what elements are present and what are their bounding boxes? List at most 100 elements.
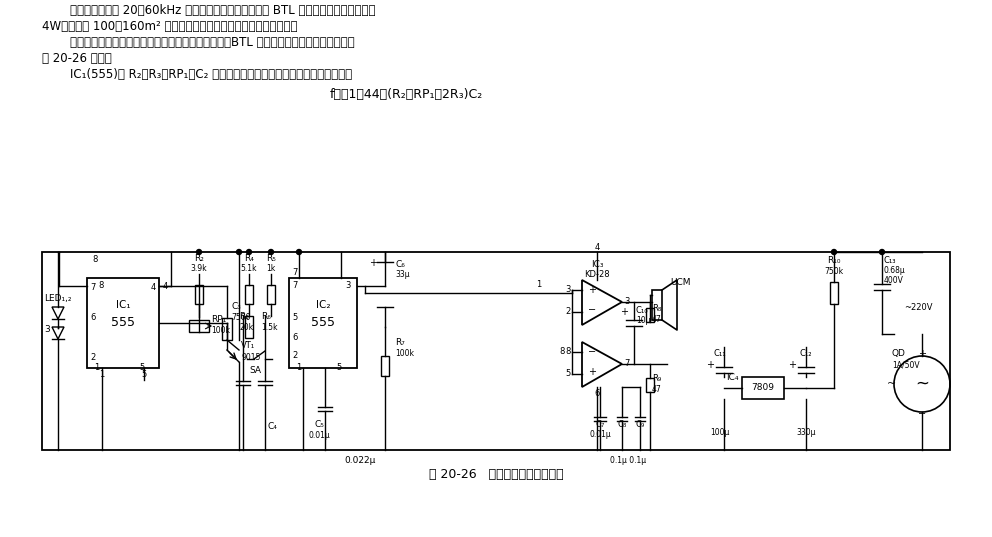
Text: +: +: [369, 258, 377, 268]
Circle shape: [246, 250, 252, 255]
Text: C₁₁: C₁₁: [713, 349, 726, 358]
Bar: [289, 278, 357, 368]
Text: 3: 3: [624, 297, 629, 307]
Text: 3.9k: 3.9k: [190, 264, 207, 273]
Text: 47: 47: [652, 385, 662, 394]
Text: UCM: UCM: [670, 278, 690, 287]
Text: R₇: R₇: [395, 338, 405, 347]
Text: 1: 1: [94, 363, 99, 372]
Text: IC₁(555)和 R₂、R₃、RP₁、C₂ 等组成一个超低频多谐振荡器，其振荡频率为: IC₁(555)和 R₂、R₃、RP₁、C₂ 等组成一个超低频多谐振荡器，其振荡…: [70, 68, 352, 81]
Text: 5: 5: [565, 369, 570, 379]
Text: 7: 7: [624, 359, 629, 368]
Text: R₈: R₈: [652, 304, 662, 313]
Text: 9015: 9015: [241, 352, 260, 361]
Bar: [646, 378, 654, 392]
Bar: [830, 282, 838, 304]
Text: 2: 2: [565, 308, 570, 316]
Text: f꜀＝1．44／(R₂＋RP₁＋2R₃)C₂: f꜀＝1．44／(R₂＋RP₁＋2R₃)C₂: [330, 88, 483, 101]
Text: 4: 4: [163, 282, 169, 291]
Text: 该扫频驱虫器由低频振荡器、扫频式超声波振荡器、BTL 功放和降压整流电路等组成，如: 该扫频驱虫器由低频振荡器、扫频式超声波振荡器、BTL 功放和降压整流电路等组成，…: [70, 36, 354, 49]
Text: C₉: C₉: [635, 420, 645, 429]
Bar: [742, 377, 784, 399]
Text: C₃: C₃: [231, 302, 241, 311]
Text: R₁₀: R₁₀: [827, 256, 841, 265]
Text: 2: 2: [292, 351, 298, 360]
Text: +: +: [588, 367, 596, 377]
Text: R₂: R₂: [194, 254, 204, 263]
Bar: [245, 316, 253, 338]
Text: 20k: 20k: [239, 323, 253, 332]
Circle shape: [236, 250, 241, 255]
Text: ~: ~: [888, 379, 897, 389]
Text: 6: 6: [292, 333, 298, 342]
Text: 5: 5: [142, 370, 147, 379]
Text: 6: 6: [90, 313, 95, 322]
Text: LED₁,₂: LED₁,₂: [44, 294, 71, 303]
Bar: [646, 308, 654, 322]
Text: C₆: C₆: [395, 260, 405, 269]
Text: 0.01μ: 0.01μ: [589, 430, 611, 439]
Text: 1: 1: [99, 370, 104, 379]
Text: VT₁: VT₁: [241, 342, 255, 351]
Text: 330μ: 330μ: [797, 428, 815, 437]
Text: 3: 3: [565, 286, 570, 294]
Text: 4W，适用于 100～160m² 库房、食堂、粮库等场合的驱虫、驱鼠等。: 4W，适用于 100～160m² 库房、食堂、粮库等场合的驱虫、驱鼠等。: [42, 20, 298, 33]
Text: 4: 4: [151, 283, 157, 292]
Text: C₄: C₄: [267, 422, 277, 431]
Text: 图 20-26   强力扫频式驱虫器电路: 图 20-26 强力扫频式驱虫器电路: [429, 468, 563, 481]
Bar: [245, 285, 253, 304]
Text: ~220V: ~220V: [904, 302, 932, 311]
Text: C₈: C₈: [617, 420, 627, 429]
Text: KD-28: KD-28: [584, 270, 610, 279]
Text: 8: 8: [559, 347, 564, 356]
Text: R₆: R₆: [261, 312, 271, 321]
Bar: [87, 278, 159, 368]
Text: IC₃: IC₃: [591, 260, 603, 269]
Text: 555: 555: [111, 316, 135, 329]
Text: C₁₂: C₁₂: [800, 349, 812, 358]
Text: 8: 8: [98, 281, 103, 290]
Text: 本驱虫器可发出 20～60kHz 的扫频式超声波，末级采用 BTL 结构功放，输出功率可达: 本驱虫器可发出 20～60kHz 的扫频式超声波，末级采用 BTL 结构功放，输…: [70, 4, 376, 17]
Text: R₅: R₅: [266, 254, 276, 263]
Text: 555: 555: [311, 316, 335, 329]
Text: 100k: 100k: [395, 349, 414, 358]
Text: 8: 8: [92, 255, 97, 264]
Text: +: +: [918, 349, 926, 359]
Text: 10μ: 10μ: [636, 316, 651, 325]
Text: ~: ~: [915, 375, 929, 393]
Text: +: +: [706, 360, 714, 370]
Text: 7: 7: [292, 268, 298, 277]
Text: C₅: C₅: [314, 420, 324, 429]
Text: 0.022μ: 0.022μ: [344, 456, 376, 465]
Text: 0.68μ: 0.68μ: [884, 266, 906, 275]
Text: 5: 5: [292, 313, 298, 322]
Bar: [381, 356, 389, 376]
Text: R₄: R₄: [244, 254, 254, 263]
Circle shape: [196, 250, 201, 255]
Text: R₃: R₃: [239, 312, 249, 321]
Text: +: +: [788, 360, 796, 370]
Text: R₉: R₉: [652, 374, 662, 383]
Text: 4: 4: [594, 243, 599, 252]
Text: −: −: [588, 305, 596, 315]
Text: 100μ: 100μ: [710, 428, 730, 437]
Text: 0.1μ 0.1μ: 0.1μ 0.1μ: [610, 456, 646, 465]
Text: 47: 47: [652, 315, 662, 324]
Text: 7: 7: [292, 281, 298, 290]
Text: 750k: 750k: [824, 267, 843, 276]
Text: IC₂: IC₂: [315, 300, 330, 310]
Text: −: −: [918, 409, 927, 419]
Text: 7809: 7809: [752, 383, 775, 393]
Text: 3: 3: [44, 325, 50, 335]
Text: 1k: 1k: [267, 264, 276, 273]
Text: 1A/50V: 1A/50V: [892, 360, 920, 369]
Bar: [267, 285, 275, 304]
Text: 5: 5: [139, 363, 145, 372]
Text: 0.01μ: 0.01μ: [309, 431, 330, 440]
Text: RP₁: RP₁: [211, 315, 226, 324]
Text: C₁₃: C₁₃: [884, 256, 897, 265]
Text: 图 20-26 所示。: 图 20-26 所示。: [42, 52, 112, 65]
Text: 1: 1: [537, 280, 542, 289]
Circle shape: [297, 250, 302, 255]
Text: −: −: [588, 347, 596, 357]
